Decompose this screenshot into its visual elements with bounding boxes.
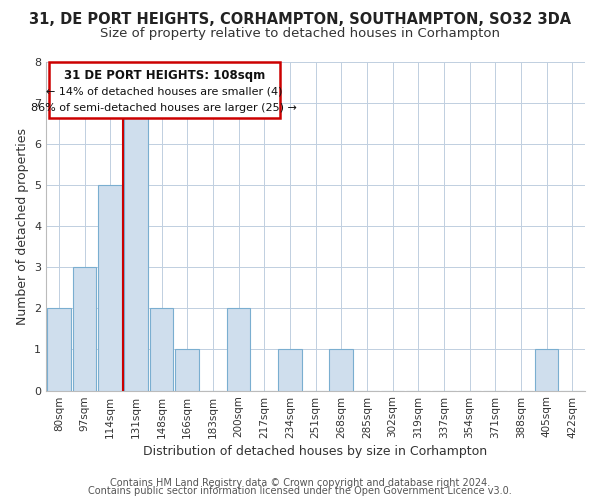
Bar	[98, 185, 122, 390]
Text: 31 DE PORT HEIGHTS: 108sqm: 31 DE PORT HEIGHTS: 108sqm	[64, 69, 265, 82]
FancyBboxPatch shape	[49, 62, 280, 118]
Text: 86% of semi-detached houses are larger (25) →: 86% of semi-detached houses are larger (…	[31, 102, 297, 113]
Y-axis label: Number of detached properties: Number of detached properties	[16, 128, 29, 324]
Bar	[535, 350, 559, 391]
Text: 31, DE PORT HEIGHTS, CORHAMPTON, SOUTHAMPTON, SO32 3DA: 31, DE PORT HEIGHTS, CORHAMPTON, SOUTHAM…	[29, 12, 571, 28]
Text: Size of property relative to detached houses in Corhampton: Size of property relative to detached ho…	[100, 28, 500, 40]
Bar	[175, 350, 199, 391]
Bar	[278, 350, 302, 391]
Bar	[47, 308, 71, 390]
Bar	[124, 102, 148, 391]
Bar	[227, 308, 250, 390]
Text: Contains HM Land Registry data © Crown copyright and database right 2024.: Contains HM Land Registry data © Crown c…	[110, 478, 490, 488]
X-axis label: Distribution of detached houses by size in Corhampton: Distribution of detached houses by size …	[143, 444, 488, 458]
Bar	[73, 267, 97, 390]
Bar	[329, 350, 353, 391]
Text: Contains public sector information licensed under the Open Government Licence v3: Contains public sector information licen…	[88, 486, 512, 496]
Text: ← 14% of detached houses are smaller (4): ← 14% of detached houses are smaller (4)	[46, 86, 283, 96]
Bar	[150, 308, 173, 390]
